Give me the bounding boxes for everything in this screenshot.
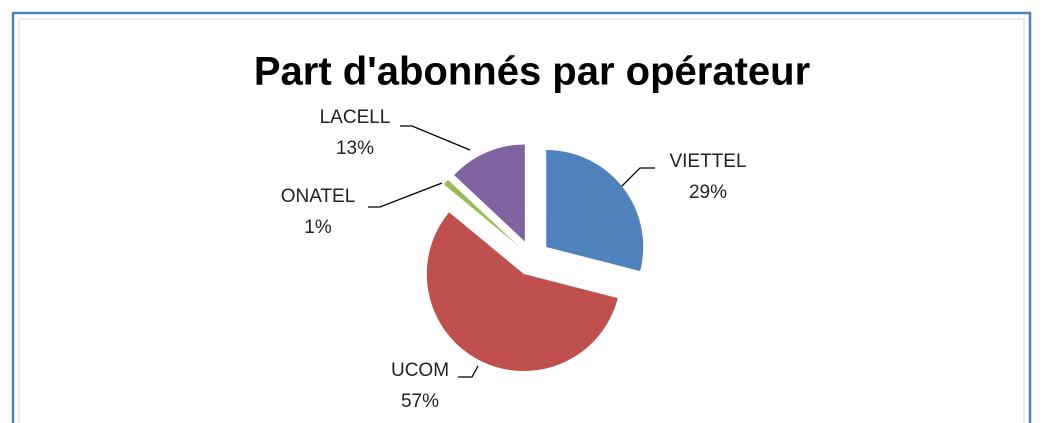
- category-label: LACELL: [320, 107, 391, 128]
- value-label: 29%: [689, 182, 727, 203]
- chart-title: Part d'abonnés par opérateur: [254, 50, 810, 94]
- leader-line: [400, 125, 471, 151]
- pie-slice: [443, 179, 519, 247]
- leader-line: [458, 365, 479, 378]
- value-label: 57%: [401, 391, 439, 412]
- pie-slice: [426, 212, 618, 372]
- leader-line: [368, 182, 443, 208]
- leader-line: [619, 167, 655, 189]
- value-label: 1%: [304, 217, 332, 238]
- pie-slice: [546, 149, 644, 272]
- pie-slice: [454, 144, 525, 242]
- category-label: UCOM: [391, 360, 449, 381]
- value-label: 13%: [336, 138, 374, 159]
- category-label: VIETTEL: [669, 151, 746, 172]
- chart-area: [18, 18, 1025, 423]
- frame: [11, 11, 1032, 423]
- category-label: ONATEL: [281, 186, 356, 207]
